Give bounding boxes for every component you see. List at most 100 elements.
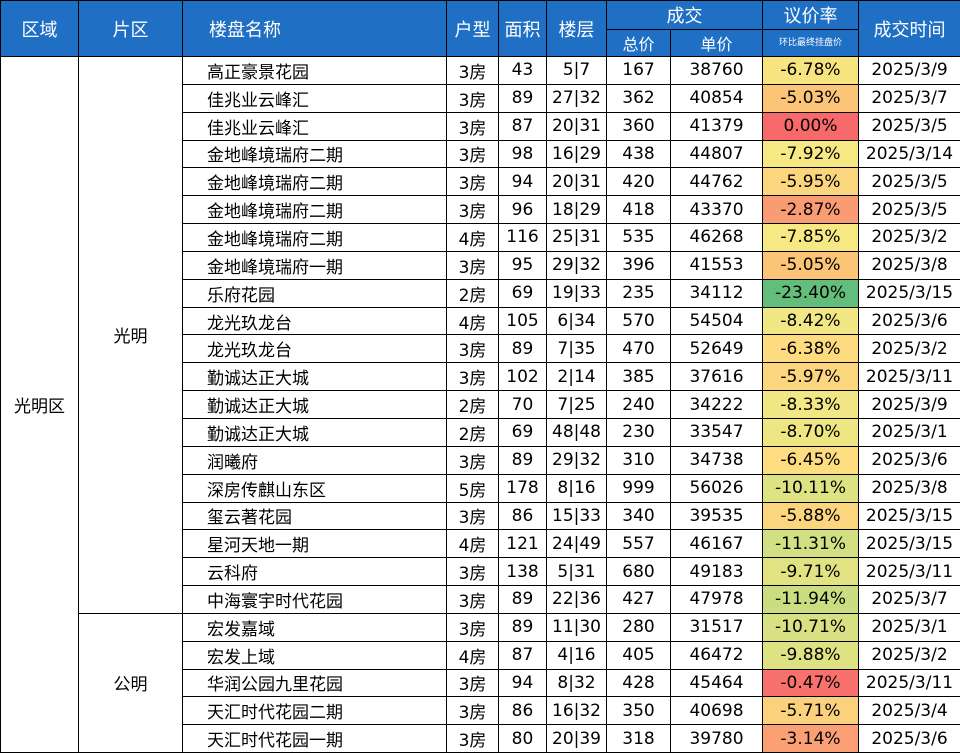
table-row: 华润公园九里花园 3房 94 8|32 428 45464 -0.47% 2025/3/11 bbox=[1, 668, 960, 698]
header-unit: 单价 bbox=[670, 29, 763, 57]
floor-area-cell: 69 bbox=[498, 417, 547, 447]
property-name-cell: 华润公园九里花园 bbox=[182, 668, 447, 698]
floor-level-cell: 19|33 bbox=[546, 278, 607, 308]
floor-level-cell: 8|32 bbox=[546, 668, 607, 698]
unit-price-cell: 43370 bbox=[670, 195, 763, 225]
layout-type-cell: 3房 bbox=[446, 696, 499, 726]
deal-date-cell: 2025/3/15 bbox=[858, 501, 960, 531]
discount-rate-cell: -10.71% bbox=[762, 612, 859, 642]
floor-level-cell: 16|32 bbox=[546, 696, 607, 726]
discount-rate-cell: -5.71% bbox=[762, 696, 859, 726]
table-row: 公明 宏发嘉域 3房 89 11|30 280 31517 -10.71% 2025/3/1 bbox=[1, 612, 960, 753]
total-price-cell: 235 bbox=[606, 278, 671, 308]
floor-area-cell: 70 bbox=[498, 390, 547, 419]
floor-level-cell: 20|39 bbox=[546, 724, 607, 753]
unit-price-cell: 34112 bbox=[670, 278, 763, 308]
layout-type-cell: 2房 bbox=[446, 390, 499, 419]
header-name: 楼盘名称 bbox=[182, 0, 447, 57]
table-row: 光明区 光明 高正豪景花园 3房 43 5|7 167 38760 -6.78% 2025/3/9 bbox=[0, 55, 960, 753]
layout-type-cell: 4房 bbox=[446, 223, 499, 252]
layout-type-cell: 2房 bbox=[446, 417, 499, 447]
discount-rate-cell: 0.00% bbox=[762, 111, 859, 141]
property-name-cell: 宏发嘉域 bbox=[182, 612, 447, 642]
layout-type-cell: 3房 bbox=[446, 362, 499, 392]
discount-rate-cell: -8.33% bbox=[762, 390, 859, 419]
header-date: 成交时间 bbox=[858, 0, 960, 57]
layout-type-cell: 3房 bbox=[446, 612, 499, 642]
property-name-cell: 龙光玖龙台 bbox=[182, 306, 447, 336]
deal-date-cell: 2025/3/7 bbox=[858, 83, 960, 113]
deal-date-cell: 2025/3/15 bbox=[858, 278, 960, 308]
layout-type-cell: 3房 bbox=[446, 167, 499, 197]
area-cell: 光明 bbox=[78, 56, 183, 614]
table-row: 金地峰境瑞府二期 3房 98 16|29 438 44807 -7.92% 2025/3/14 bbox=[1, 139, 960, 169]
layout-type-cell: 3房 bbox=[446, 195, 499, 225]
property-name-cell: 中海寰宇时代花园 bbox=[182, 585, 447, 614]
table-row: 玺云著花园 3房 86 15|33 340 39535 -5.88% 2025/3/15 bbox=[1, 501, 960, 531]
discount-rate-cell: -9.88% bbox=[762, 640, 859, 670]
deal-date-cell: 2025/3/11 bbox=[858, 362, 960, 392]
total-price-cell: 427 bbox=[606, 585, 671, 614]
table-row: 天汇时代花园一期 3房 80 20|39 318 39780 -3.14% 2025/3/6 bbox=[1, 724, 960, 753]
floor-level-cell: 2|14 bbox=[546, 362, 607, 392]
deal-date-cell: 2025/3/7 bbox=[858, 585, 960, 614]
floor-level-cell: 29|32 bbox=[546, 250, 607, 280]
unit-price-cell: 39535 bbox=[670, 501, 763, 531]
deal-date-cell: 2025/3/2 bbox=[858, 334, 960, 364]
discount-rate-cell: -5.97% bbox=[762, 362, 859, 392]
unit-price-cell: 44762 bbox=[670, 167, 763, 197]
total-price-cell: 418 bbox=[606, 195, 671, 225]
discount-rate-cell: -11.94% bbox=[762, 585, 859, 614]
floor-area-cell: 94 bbox=[498, 167, 547, 197]
unit-price-cell: 52649 bbox=[670, 334, 763, 364]
deal-date-cell: 2025/3/5 bbox=[858, 111, 960, 141]
unit-price-cell: 56026 bbox=[670, 473, 763, 503]
floor-level-cell: 15|33 bbox=[546, 501, 607, 531]
total-price-cell: 230 bbox=[606, 417, 671, 447]
discount-rate-cell: -6.78% bbox=[762, 56, 859, 85]
floor-area-cell: 96 bbox=[498, 195, 547, 225]
discount-rate-cell: -5.88% bbox=[762, 501, 859, 531]
table-row: 佳兆业云峰汇 3房 87 20|31 360 41379 0.00% 2025/3/5 bbox=[1, 111, 960, 141]
layout-type-cell: 3房 bbox=[446, 83, 499, 113]
deal-date-cell: 2025/3/6 bbox=[858, 445, 960, 475]
floor-area-cell: 89 bbox=[498, 334, 547, 364]
property-name-cell: 金地峰境瑞府二期 bbox=[182, 195, 447, 225]
total-price-cell: 310 bbox=[606, 445, 671, 475]
table-row: 润曦府 3房 89 29|32 310 34738 -6.45% 2025/3/6 bbox=[1, 445, 960, 475]
discount-rate-cell: -5.95% bbox=[762, 167, 859, 197]
table-row: 佳兆业云峰汇 3房 89 27|32 362 40854 -5.03% 2025/3/7 bbox=[1, 83, 960, 113]
total-price-cell: 470 bbox=[606, 334, 671, 364]
property-name-cell: 勤诚达正大城 bbox=[182, 362, 447, 392]
unit-price-cell: 34222 bbox=[670, 390, 763, 419]
header-deal: 成交 bbox=[606, 0, 763, 30]
property-name-cell: 勤诚达正大城 bbox=[182, 390, 447, 419]
layout-type-cell: 3房 bbox=[446, 139, 499, 169]
floor-level-cell: 5|7 bbox=[546, 56, 607, 85]
floor-area-cell: 89 bbox=[498, 585, 547, 614]
discount-rate-cell: -2.87% bbox=[762, 195, 859, 225]
header-discount: 议价率 bbox=[762, 0, 859, 30]
deal-date-cell: 2025/3/6 bbox=[858, 724, 960, 753]
discount-rate-cell: -8.42% bbox=[762, 306, 859, 336]
floor-level-cell: 5|31 bbox=[546, 557, 607, 587]
property-name-cell: 星河天地一期 bbox=[182, 529, 447, 559]
floor-area-cell: 178 bbox=[498, 473, 547, 503]
unit-price-cell: 31517 bbox=[670, 612, 763, 642]
unit-price-cell: 37616 bbox=[670, 362, 763, 392]
layout-type-cell: 3房 bbox=[446, 334, 499, 364]
floor-area-cell: 86 bbox=[498, 696, 547, 726]
floor-area-cell: 138 bbox=[498, 557, 547, 587]
floor-area-cell: 89 bbox=[498, 612, 547, 642]
discount-rate-cell: -9.71% bbox=[762, 557, 859, 587]
floor-area-cell: 121 bbox=[498, 529, 547, 559]
layout-type-cell: 3房 bbox=[446, 557, 499, 587]
header-discount-note: 环比最终挂盘价 bbox=[762, 29, 859, 57]
unit-price-cell: 49183 bbox=[670, 557, 763, 587]
floor-area-cell: 102 bbox=[498, 362, 547, 392]
floor-level-cell: 25|31 bbox=[546, 223, 607, 252]
total-price-cell: 362 bbox=[606, 83, 671, 113]
property-name-cell: 金地峰境瑞府二期 bbox=[182, 223, 447, 252]
unit-price-cell: 45464 bbox=[670, 668, 763, 698]
